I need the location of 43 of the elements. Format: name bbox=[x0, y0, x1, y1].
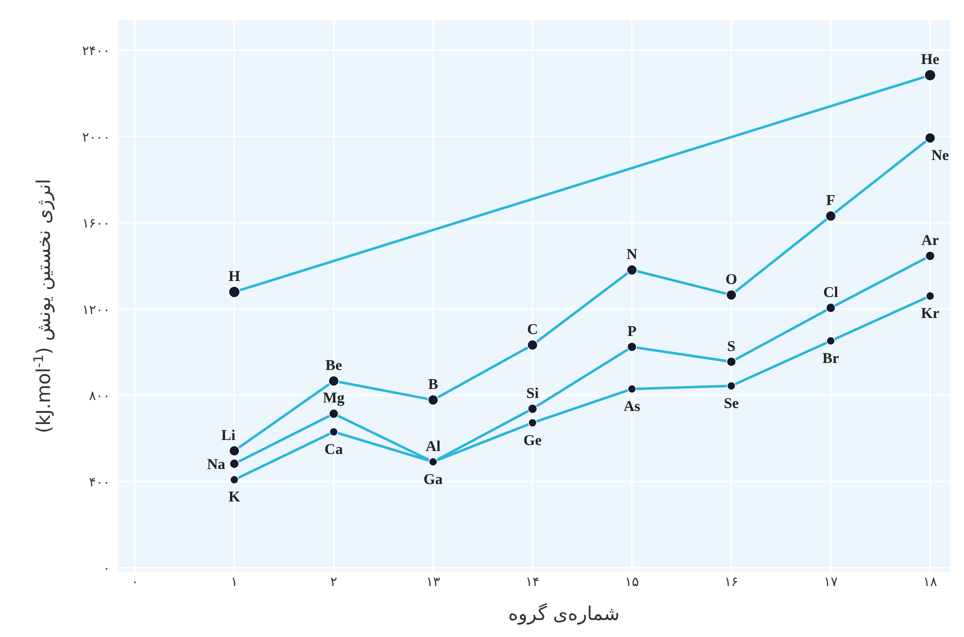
y-tick-label: ۱۶۰۰ bbox=[82, 216, 110, 232]
annotation: B bbox=[428, 376, 438, 393]
annotation: P bbox=[627, 324, 636, 340]
annotation: O bbox=[725, 272, 738, 288]
x-axis-title: شماره‌ی گروه bbox=[508, 602, 620, 625]
annotation: Mg bbox=[322, 390, 346, 407]
x-tick-label: ۲ bbox=[330, 575, 338, 590]
x-tick-label: ۱۴ bbox=[526, 575, 540, 590]
annotation: F bbox=[826, 193, 836, 210]
x-tick-label: ۰ bbox=[131, 575, 138, 590]
annotation: Si bbox=[526, 386, 539, 402]
annotation: Cl bbox=[823, 284, 838, 301]
y-tick-label: ۰ bbox=[103, 562, 110, 577]
annotation: As bbox=[624, 398, 640, 415]
annotation: Br bbox=[822, 350, 840, 367]
annotation: Ca bbox=[324, 442, 344, 458]
y-tick-label: ۸۰۰ bbox=[89, 389, 110, 404]
y-tick-label: ۴۰۰ bbox=[89, 475, 110, 490]
annotation: C bbox=[527, 322, 538, 338]
annotation: Ga bbox=[424, 472, 444, 488]
x-tick-label: ۱۷ bbox=[824, 575, 838, 590]
annotation: Ne bbox=[931, 148, 950, 164]
y-tick-label: ۱۲۰۰ bbox=[82, 302, 110, 318]
x-tick-label: ۱۵ bbox=[624, 575, 639, 590]
annotation: Na bbox=[206, 456, 226, 473]
annotation: Ar bbox=[921, 232, 940, 249]
annotation: N bbox=[626, 246, 638, 263]
annotation: Ge bbox=[523, 432, 542, 449]
annotation: Kr bbox=[920, 306, 940, 322]
annotation: Be bbox=[325, 358, 342, 374]
x-tick-label: ۱۸ bbox=[923, 575, 938, 590]
annotation: Se bbox=[724, 396, 740, 412]
y-tick-label: ۲۰۰۰ bbox=[82, 130, 110, 146]
x-tick-label: ۱۶ bbox=[724, 575, 738, 590]
annotation: Al bbox=[426, 438, 441, 455]
y-tick-label: ۲۴۰۰ bbox=[82, 44, 110, 60]
x-tick-label: ۱۳ bbox=[426, 575, 440, 590]
annotation: He bbox=[920, 52, 940, 68]
annotation: Li bbox=[221, 428, 236, 444]
annotation: H bbox=[228, 268, 240, 285]
annotation: S bbox=[727, 338, 736, 355]
x-tick-label: ۱ bbox=[230, 575, 238, 590]
annotation: K bbox=[228, 490, 240, 506]
